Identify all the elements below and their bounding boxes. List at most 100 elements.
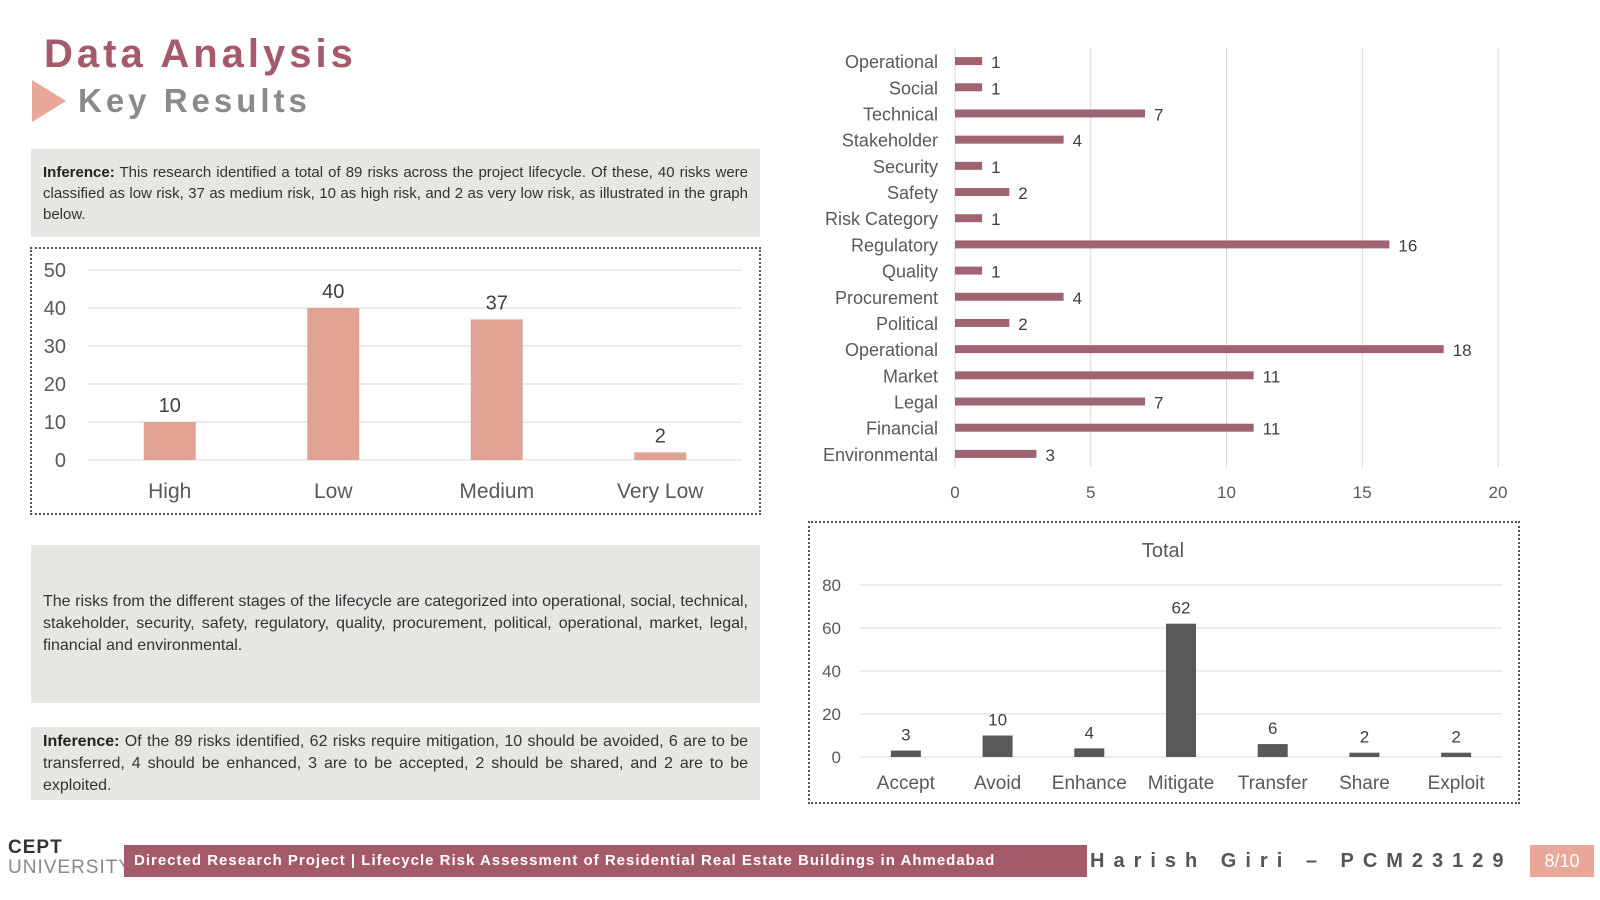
bar bbox=[955, 135, 1064, 144]
data-label: 1 bbox=[991, 158, 1000, 177]
bar bbox=[1441, 752, 1472, 757]
y-tick-label: Technical bbox=[863, 104, 938, 124]
data-label: 37 bbox=[486, 292, 508, 314]
bar bbox=[955, 240, 1390, 249]
bar bbox=[955, 449, 1037, 458]
bar bbox=[1166, 623, 1196, 757]
data-label: 2 bbox=[1018, 315, 1027, 334]
x-tick-label: Transfer bbox=[1238, 773, 1309, 794]
data-label: 6 bbox=[1268, 719, 1277, 738]
data-label: 10 bbox=[988, 711, 1007, 730]
data-label: 4 bbox=[1073, 289, 1082, 308]
x-tick-label: Mitigate bbox=[1148, 773, 1215, 794]
x-tick-label: Exploit bbox=[1428, 773, 1486, 794]
data-label: 2 bbox=[1360, 728, 1369, 747]
y-tick-label: 20 bbox=[44, 374, 66, 396]
bar bbox=[955, 83, 983, 92]
y-tick-label: Quality bbox=[882, 262, 938, 282]
data-label: 4 bbox=[1073, 132, 1082, 151]
bar bbox=[1074, 748, 1105, 757]
x-tick-label: High bbox=[148, 480, 191, 503]
inference-label: Inference: bbox=[43, 164, 115, 181]
x-tick-label: Very Low bbox=[617, 480, 704, 503]
bar bbox=[955, 214, 983, 223]
play-triangle-icon bbox=[32, 80, 66, 122]
bar bbox=[982, 735, 1013, 757]
risk-level-chart-frame bbox=[30, 247, 761, 515]
y-tick-label: 0 bbox=[55, 450, 66, 472]
inference-box-responses: Inference: Of the 89 risks identified, 6… bbox=[31, 727, 760, 800]
x-tick-label: 5 bbox=[1086, 483, 1095, 502]
bar bbox=[955, 345, 1444, 354]
bar bbox=[955, 161, 983, 170]
inference-text: Of the 89 risks identified, 62 risks req… bbox=[43, 733, 748, 794]
y-tick-label: Stakeholder bbox=[842, 131, 938, 151]
x-tick-label: Share bbox=[1339, 773, 1390, 794]
inference-box-risk-levels: Inference: This research identified a to… bbox=[31, 149, 760, 237]
bar bbox=[955, 188, 1010, 197]
cept-logo-line2: UNIVERSITY bbox=[8, 857, 133, 878]
data-label: 3 bbox=[1045, 446, 1054, 465]
bar bbox=[955, 423, 1254, 432]
bar bbox=[470, 319, 523, 460]
y-tick-label: 60 bbox=[822, 619, 841, 638]
footer-author: Harish Giri – PCM23129 bbox=[1090, 850, 1513, 872]
page-title: Data Analysis bbox=[44, 32, 357, 76]
data-label: 10 bbox=[159, 395, 181, 417]
data-label: 1 bbox=[991, 210, 1000, 229]
data-label: 2 bbox=[655, 425, 666, 447]
data-label: 62 bbox=[1172, 599, 1191, 618]
y-tick-label: 80 bbox=[822, 576, 841, 595]
data-label: 1 bbox=[991, 53, 1000, 72]
y-tick-label: Market bbox=[883, 366, 938, 386]
y-tick-label: Operational bbox=[845, 340, 938, 360]
data-label: 7 bbox=[1154, 394, 1163, 413]
response-chart-frame bbox=[808, 521, 1520, 804]
y-tick-label: 20 bbox=[822, 705, 841, 724]
bar bbox=[890, 750, 921, 757]
x-tick-label: 0 bbox=[950, 483, 959, 502]
bar bbox=[955, 109, 1146, 118]
y-tick-label: Risk Category bbox=[825, 209, 938, 229]
data-label: 7 bbox=[1154, 105, 1163, 124]
bar bbox=[634, 452, 687, 460]
data-label: 2 bbox=[1451, 728, 1460, 747]
y-tick-label: Environmental bbox=[823, 445, 938, 465]
y-tick-label: 40 bbox=[44, 298, 66, 320]
bar bbox=[955, 371, 1254, 380]
bar bbox=[955, 318, 1010, 327]
data-label: 4 bbox=[1085, 723, 1094, 742]
x-tick-label: 15 bbox=[1353, 483, 1372, 502]
inference-text: This research identified a total of 89 r… bbox=[43, 164, 748, 223]
bar bbox=[143, 422, 196, 460]
x-tick-label: Enhance bbox=[1052, 773, 1127, 794]
y-tick-label: 30 bbox=[44, 336, 66, 358]
bar bbox=[1349, 752, 1380, 757]
bar bbox=[955, 397, 1146, 406]
y-tick-label: Legal bbox=[894, 393, 938, 413]
x-tick-label: 20 bbox=[1489, 483, 1508, 502]
y-tick-label: 50 bbox=[44, 260, 66, 282]
data-label: 1 bbox=[991, 263, 1000, 282]
data-label: 3 bbox=[901, 726, 910, 745]
cept-logo-line1: CEPT bbox=[8, 837, 63, 858]
data-label: 11 bbox=[1263, 367, 1281, 386]
bar bbox=[955, 57, 983, 66]
bar bbox=[955, 292, 1064, 301]
page-number: 8/10 bbox=[1530, 845, 1594, 877]
y-tick-label: Operational bbox=[845, 52, 938, 72]
x-tick-label: 10 bbox=[1217, 483, 1236, 502]
bar bbox=[955, 266, 983, 275]
y-tick-label: Financial bbox=[866, 419, 938, 439]
y-tick-label: Procurement bbox=[835, 288, 938, 308]
categories-note-box: The risks from the different stages of t… bbox=[31, 545, 760, 703]
data-label: 18 bbox=[1453, 341, 1472, 360]
data-label: 40 bbox=[322, 281, 344, 303]
data-label: 1 bbox=[991, 79, 1000, 98]
inference-label: Inference: bbox=[43, 733, 120, 750]
y-tick-label: Security bbox=[873, 157, 938, 177]
y-tick-label: Political bbox=[876, 314, 938, 334]
y-tick-label: 40 bbox=[822, 662, 841, 681]
y-tick-label: 10 bbox=[44, 412, 66, 434]
